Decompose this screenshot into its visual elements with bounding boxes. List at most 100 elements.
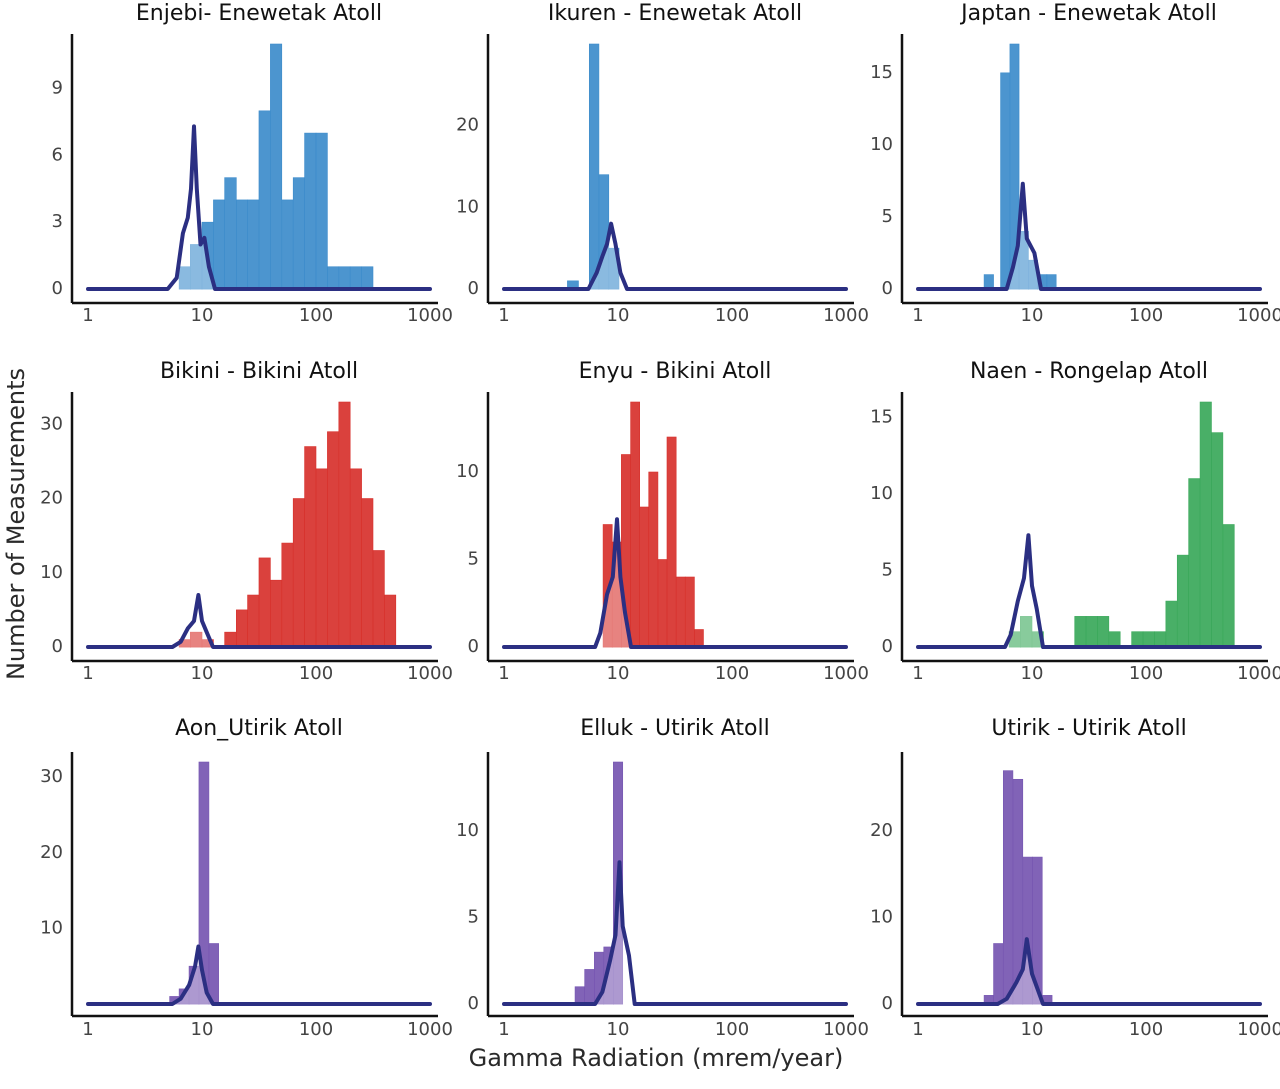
x-tick-label: 100 xyxy=(715,305,749,326)
histogram-bar xyxy=(258,110,271,290)
y-tick-label: 10 xyxy=(870,907,893,928)
histogram-bar xyxy=(327,431,340,648)
histogram-bar xyxy=(630,401,640,648)
histogram-bar xyxy=(247,594,260,648)
panel-title: Utirik - Utirik Atoll xyxy=(991,716,1186,741)
histogram-bar xyxy=(993,943,1004,1005)
background-curve-fill xyxy=(504,223,846,289)
histogram-bar xyxy=(198,761,210,1005)
panel-3: Japtan - Enewetak Atoll 1 10 100 1000 0 5 10 15 xyxy=(870,1,1280,326)
x-tick-label: 100 xyxy=(1129,663,1163,684)
y-axis-title-wrap: Number of Measurements xyxy=(0,0,30,1089)
histogram-bar xyxy=(281,199,294,290)
histogram-bar xyxy=(224,177,237,290)
histogram-bar xyxy=(208,943,219,1005)
y-tick-label: 30 xyxy=(40,766,63,787)
histogram-bar xyxy=(1097,616,1110,648)
y-tick-label: 5 xyxy=(882,559,893,580)
y-tick-label: 0 xyxy=(468,636,479,657)
histogram-bar xyxy=(270,43,283,290)
histogram-bar xyxy=(384,594,397,648)
histogram-bar xyxy=(213,199,225,290)
histogram-bar xyxy=(666,436,677,648)
panel-title: Naen - Rongelap Atoll xyxy=(970,359,1208,384)
background-curve-fill xyxy=(504,862,846,1004)
histogram-bar xyxy=(1154,631,1167,648)
histogram-bar xyxy=(1199,401,1212,648)
histogram-bar xyxy=(1074,616,1087,648)
x-tick-label: 100 xyxy=(715,663,749,684)
histogram-bar xyxy=(1176,554,1189,648)
histogram-bar xyxy=(1046,274,1057,290)
histogram-bar xyxy=(224,631,237,648)
y-tick-label: 10 xyxy=(870,134,893,155)
y-tick-label: 0 xyxy=(882,278,893,299)
histogram-bar xyxy=(338,266,351,290)
y-tick-label: 20 xyxy=(870,820,893,841)
x-tick-label: 10 xyxy=(1021,663,1044,684)
panel-title: Elluk - Utirik Atoll xyxy=(580,716,769,741)
y-tick-label: 0 xyxy=(52,636,63,657)
panel-title: Japtan - Enewetak Atoll xyxy=(959,1,1217,26)
x-tick-label: 1 xyxy=(912,305,923,326)
x-tick-label: 1000 xyxy=(407,663,453,684)
x-tick-label: 1 xyxy=(498,305,509,326)
histogram-bar xyxy=(1165,600,1178,648)
panel-title: Enyu - Bikini Atoll xyxy=(579,359,772,384)
histogram-bar xyxy=(675,576,686,648)
histogram-bar xyxy=(648,471,659,648)
x-tick-label: 100 xyxy=(715,1019,749,1040)
y-tick-label: 15 xyxy=(870,62,893,83)
x-tick-label: 1000 xyxy=(823,305,869,326)
background-curve xyxy=(502,860,848,1006)
histogram-bar xyxy=(327,266,340,290)
y-tick-label: 9 xyxy=(52,78,63,99)
background-curve xyxy=(86,124,432,291)
panel-title: Bikini - Bikini Atoll xyxy=(160,359,358,384)
x-tick-label: 100 xyxy=(1129,1019,1163,1040)
histogram-bar xyxy=(270,579,283,648)
x-tick-label: 1 xyxy=(498,663,509,684)
background-curve-fill xyxy=(918,183,1260,289)
background-curve xyxy=(502,221,848,291)
histogram-bar xyxy=(247,199,260,290)
y-tick-label: 15 xyxy=(870,406,893,427)
background-curve xyxy=(916,181,1262,291)
y-tick-label: 0 xyxy=(882,993,893,1014)
panel-title: Aon_Utirik Atoll xyxy=(175,716,343,741)
y-axis-title: Number of Measurements xyxy=(2,367,30,681)
x-axis-title: Gamma Radiation (mrem/year) xyxy=(468,1044,844,1072)
histogram-bar xyxy=(1009,43,1020,290)
histogram-bar xyxy=(1032,856,1043,1005)
y-tick-label: 10 xyxy=(870,483,893,504)
x-tick-label: 100 xyxy=(1129,305,1163,326)
y-tick-label: 10 xyxy=(456,196,479,217)
histogram-bar xyxy=(292,177,305,290)
x-tick-label: 1000 xyxy=(1237,1019,1280,1040)
histogram-bar xyxy=(1108,631,1121,648)
y-tick-label: 30 xyxy=(40,413,63,434)
y-tick-label: 0 xyxy=(468,278,479,299)
histogram-bar xyxy=(1211,432,1224,648)
histogram-bar xyxy=(236,199,248,290)
panel-4: Bikini - Bikini Atoll 1 10 100 1000 0 10 20 30 xyxy=(40,359,453,684)
background-curve xyxy=(86,593,432,649)
histogram-bar xyxy=(315,468,328,648)
x-tick-label: 1000 xyxy=(823,663,869,684)
x-tick-label: 10 xyxy=(191,663,214,684)
histogram-bar xyxy=(1131,631,1144,648)
histogram-bar xyxy=(983,274,994,290)
panel-7: Aon_Utirik Atoll 1 10 100 1000 10 20 30 xyxy=(40,716,453,1040)
x-tick-label: 1 xyxy=(82,1019,93,1040)
y-tick-label: 5 xyxy=(882,206,893,227)
histogram-bar xyxy=(349,266,362,290)
histogram-bar xyxy=(315,132,328,290)
histogram-bar xyxy=(361,498,374,648)
panel-1: Enjebi- Enewetak Atoll 1 10 100 1000 0 3 6 9 xyxy=(52,1,453,326)
histogram-bar xyxy=(684,576,695,648)
histogram-bar xyxy=(1222,524,1235,648)
histogram-bar xyxy=(1188,478,1201,648)
panel-title: Enjebi- Enewetak Atoll xyxy=(136,1,382,26)
panel-9: Utirik - Utirik Atoll 1 10 100 1000 0 10 20 xyxy=(870,716,1280,1040)
